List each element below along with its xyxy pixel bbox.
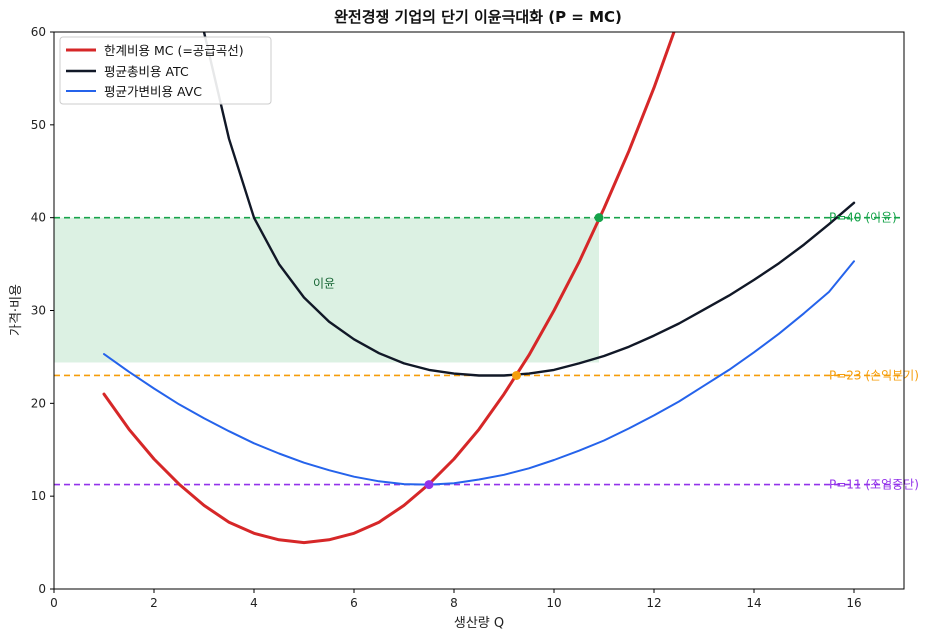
series-line-2: [103, 260, 855, 486]
series-line-1: [202, 32, 856, 377]
y-tick-label-2: 20: [31, 396, 46, 410]
y-tick-label-1: 10: [31, 489, 46, 503]
price-line-label-2: P=11 (조업중단): [829, 478, 919, 492]
x-tick-label-5: 10: [546, 596, 561, 610]
legend-label-atc: 평균총비용 ATC: [104, 64, 189, 79]
x-tick-label-6: 12: [646, 596, 661, 610]
legend-label-avc: 평균가변비용 AVC: [104, 84, 202, 99]
legend-box: [59, 36, 272, 105]
y-axis-label: 가격·비용: [9, 284, 24, 336]
profit-area: [54, 217, 599, 363]
chart-title: 완전경쟁 기업의 단기 이윤극대화 (P = MC): [334, 8, 622, 26]
x-tick-label-4: 8: [450, 596, 458, 610]
y-tick-label-5: 50: [31, 118, 46, 132]
ticks-layer: 0 2 4 6 8 10 12 14 16 0 10 20 30 40 50 60: [31, 25, 862, 610]
x-tick-label-1: 2: [150, 596, 158, 610]
x-tick-label-3: 6: [350, 596, 358, 610]
y-tick-label-3: 30: [31, 304, 46, 318]
series-line-0: [102, 32, 676, 545]
legend-label-mc: 한계비용 MC (=공급곡선): [104, 43, 244, 58]
x-tick-label-2: 4: [250, 596, 258, 610]
x-tick-label-7: 14: [746, 596, 761, 610]
x-tick-label-0: 0: [50, 596, 58, 610]
key-point-2: [424, 480, 434, 490]
y-tick-label-6: 60: [31, 25, 46, 39]
y-tick-label-4: 40: [31, 211, 46, 225]
y-tick-label-0: 0: [38, 582, 46, 596]
key-point-0: [594, 213, 604, 223]
plot-layer: 이윤 P=40 (이윤) P=23 (손익분기) P=11 (조업중단): [54, 32, 919, 545]
plot-area: 이윤: [54, 32, 904, 545]
x-tick-label-8: 16: [846, 596, 861, 610]
profit-area-label: 이윤: [313, 276, 335, 290]
x-axis-label: 생산량 Q: [454, 616, 504, 631]
legend: 한계비용 MC (=공급곡선) 평균총비용 ATC 평균가변비용 AVC: [59, 36, 272, 105]
price-line-label-1: P=23 (손익분기): [829, 368, 919, 382]
key-point-1: [512, 370, 521, 380]
price-line-label-0: P=40 (이윤): [829, 211, 897, 225]
